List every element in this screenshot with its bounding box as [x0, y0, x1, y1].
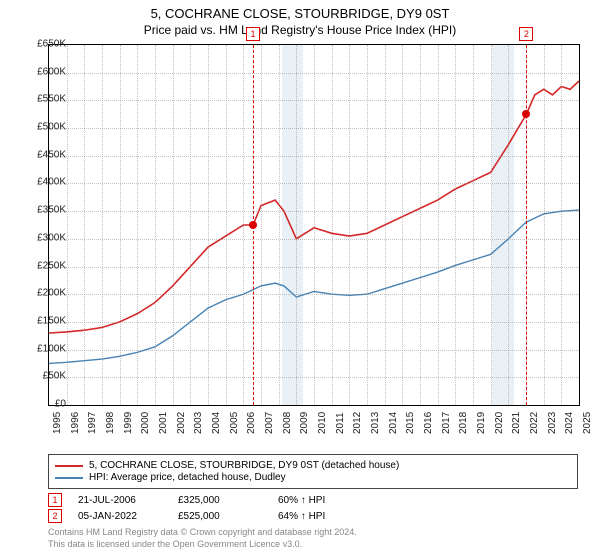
y-tick-label: £50K	[43, 371, 66, 382]
x-tick-label: 2024	[564, 412, 575, 434]
y-tick-label: £450K	[37, 149, 66, 160]
legend-label: HPI: Average price, detached house, Dudl…	[89, 472, 286, 483]
y-tick-label: £550K	[37, 94, 66, 105]
y-tick-label: £600K	[37, 66, 66, 77]
sale-price: £525,000	[178, 511, 262, 522]
sale-marker-line	[526, 45, 527, 405]
sale-date: 21-JUL-2006	[78, 495, 162, 506]
sale-marker-dot	[249, 221, 257, 229]
chart-title: 5, COCHRANE CLOSE, STOURBRIDGE, DY9 0ST	[0, 0, 600, 21]
sale-row: 1 21-JUL-2006 £325,000 60% ↑ HPI	[48, 493, 578, 507]
x-tick-label: 2022	[529, 412, 540, 434]
x-tick-label: 2019	[476, 412, 487, 434]
sale-number-box: 2	[48, 509, 62, 523]
x-tick-label: 1995	[52, 412, 63, 434]
x-tick-label: 1997	[87, 412, 98, 434]
sale-number-box: 1	[48, 493, 62, 507]
x-tick-label: 2009	[299, 412, 310, 434]
legend-label: 5, COCHRANE CLOSE, STOURBRIDGE, DY9 0ST …	[89, 460, 399, 471]
sale-price: £325,000	[178, 495, 262, 506]
x-tick-label: 1996	[70, 412, 81, 434]
x-tick-label: 2007	[264, 412, 275, 434]
x-tick-label: 2014	[388, 412, 399, 434]
x-tick-label: 2017	[441, 412, 452, 434]
x-tick-label: 2021	[511, 412, 522, 434]
y-tick-label: £300K	[37, 232, 66, 243]
footer: 5, COCHRANE CLOSE, STOURBRIDGE, DY9 0ST …	[48, 454, 578, 550]
credits-line1: Contains HM Land Registry data © Crown c…	[48, 527, 578, 539]
y-tick-label: £150K	[37, 315, 66, 326]
x-tick-label: 2015	[405, 412, 416, 434]
y-tick-label: £350K	[37, 205, 66, 216]
credits-line2: This data is licensed under the Open Gov…	[48, 539, 578, 551]
legend: 5, COCHRANE CLOSE, STOURBRIDGE, DY9 0ST …	[48, 454, 578, 489]
x-tick-label: 2013	[370, 412, 381, 434]
sale-marker-number: 2	[519, 27, 533, 41]
x-tick-label: 1998	[105, 412, 116, 434]
x-tick-label: 2002	[176, 412, 187, 434]
sale-hpi-delta: 64% ↑ HPI	[278, 511, 362, 522]
legend-swatch	[55, 477, 83, 479]
x-tick-label: 2006	[246, 412, 257, 434]
x-tick-label: 2000	[140, 412, 151, 434]
chart-subtitle: Price paid vs. HM Land Registry's House …	[0, 21, 600, 41]
x-tick-label: 2018	[458, 412, 469, 434]
legend-swatch	[55, 465, 83, 467]
x-tick-label: 2011	[335, 412, 346, 434]
sales-table: 1 21-JUL-2006 £325,000 60% ↑ HPI 2 05-JAN-202…	[48, 493, 578, 523]
y-tick-label: £200K	[37, 288, 66, 299]
x-tick-label: 2010	[317, 412, 328, 434]
x-tick-label: 2008	[282, 412, 293, 434]
legend-row: HPI: Average price, detached house, Dudl…	[55, 472, 571, 483]
x-tick-label: 2020	[494, 412, 505, 434]
y-tick-label: £500K	[37, 122, 66, 133]
x-tick-label: 2005	[229, 412, 240, 434]
y-tick-label: £400K	[37, 177, 66, 188]
x-tick-label: 2025	[582, 412, 593, 434]
credits: Contains HM Land Registry data © Crown c…	[48, 527, 578, 550]
y-tick-label: £250K	[37, 260, 66, 271]
x-tick-label: 2016	[423, 412, 434, 434]
sale-hpi-delta: 60% ↑ HPI	[278, 495, 362, 506]
x-tick-label: 2001	[158, 412, 169, 434]
y-tick-label: £100K	[37, 343, 66, 354]
x-tick-label: 1999	[123, 412, 134, 434]
y-tick-label: £0	[55, 399, 66, 410]
x-tick-label: 2003	[193, 412, 204, 434]
figure: 5, COCHRANE CLOSE, STOURBRIDGE, DY9 0ST …	[0, 0, 600, 560]
y-tick-label: £650K	[37, 39, 66, 50]
x-tick-label: 2004	[211, 412, 222, 434]
legend-row: 5, COCHRANE CLOSE, STOURBRIDGE, DY9 0ST …	[55, 460, 571, 471]
sale-marker-number: 1	[246, 27, 260, 41]
x-tick-label: 2012	[352, 412, 363, 434]
sale-marker-dot	[522, 110, 530, 118]
sale-date: 05-JAN-2022	[78, 511, 162, 522]
chart-area: 12	[48, 44, 580, 406]
sale-row: 2 05-JAN-2022 £525,000 64% ↑ HPI	[48, 509, 578, 523]
x-tick-label: 2023	[547, 412, 558, 434]
